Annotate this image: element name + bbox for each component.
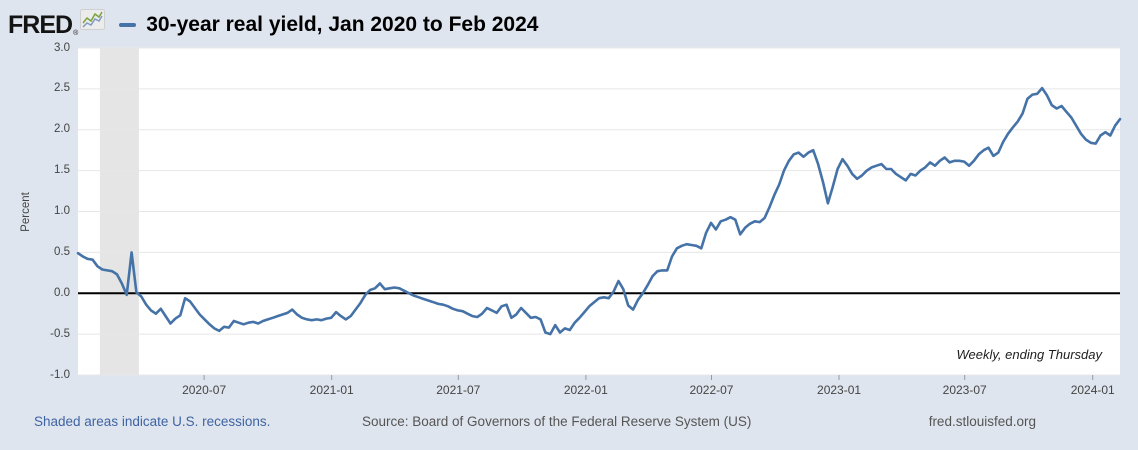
- fred-logo[interactable]: FRED ®: [8, 9, 106, 41]
- x-tick-label: 2023-07: [942, 383, 987, 397]
- chart-region: Percent 3.0 2.5 2.0 1.5 1.0 0.5 0.0 -0.5 -1.0 20…: [0, 0, 1138, 412]
- y-tick-label: 2.0: [54, 123, 70, 136]
- y-axis-label: Percent: [20, 192, 32, 232]
- series-line[interactable]: [76, 86, 1122, 336]
- x-tick-label: 2022-07: [689, 383, 734, 397]
- y-tick-label: 3.0: [54, 41, 70, 54]
- y-tick-label: 1.5: [54, 164, 70, 177]
- fred-sparkline-icon: [80, 9, 106, 35]
- y-tick-label: 1.0: [54, 205, 70, 217]
- plot-svg[interactable]: [0, 0, 1138, 412]
- x-tick-label: 2022-01: [563, 383, 608, 397]
- chart-title: 30-year real yield, Jan 2020 to Feb 2024: [146, 13, 539, 36]
- recession-note-link[interactable]: Shaded areas indicate U.S. recessions.: [34, 414, 271, 429]
- x-tick-label: 2021-01: [309, 383, 354, 397]
- chart-footer: Shaded areas indicate U.S. recessions. S…: [0, 414, 1138, 440]
- y-tick-label: 2.5: [54, 82, 70, 95]
- series-legend-dash: [119, 23, 137, 27]
- registered-trademark: ®: [73, 30, 79, 37]
- site-link[interactable]: fred.stlouisfed.org: [928, 414, 1036, 429]
- source-text: Source: Board of Governors of the Federa…: [362, 414, 752, 429]
- y-tick-label: -0.5: [50, 327, 70, 340]
- x-tick-label: 2021-07: [436, 383, 481, 397]
- x-tick-label: 2023-01: [817, 383, 862, 397]
- chart-header: FRED ® 30-year real yield, Jan 2020 to F…: [8, 4, 538, 46]
- x-tick-label: 2020-07: [182, 383, 227, 397]
- y-tick-label: 0.0: [54, 286, 70, 299]
- y-tick-label: -1.0: [50, 368, 70, 381]
- y-tick-label: 0.5: [54, 245, 70, 258]
- frequency-note: Weekly, ending Thursday: [956, 347, 1102, 362]
- x-tick-label: 2024-01: [1070, 383, 1115, 397]
- fred-logo-text: FRED: [8, 10, 73, 39]
